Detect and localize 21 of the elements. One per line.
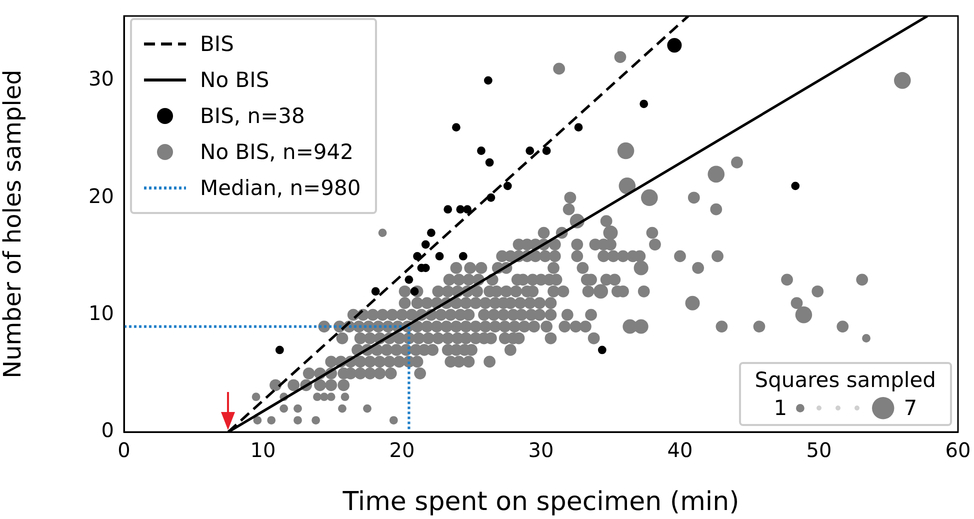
y-tick-label: 20 xyxy=(88,184,114,208)
y-tick-label: 10 xyxy=(88,301,114,326)
x-tick-label: 20 xyxy=(389,438,415,462)
x-axis-title: Time spent on specimen (min) xyxy=(342,487,740,518)
legend-label: Median, n=980 xyxy=(200,176,361,200)
legend-label: No BIS, n=942 xyxy=(200,140,354,164)
legend-title: Squares sampled xyxy=(754,368,936,392)
y-tick-label: 30 xyxy=(88,66,114,91)
legend-label: BIS, n=38 xyxy=(200,104,305,128)
x-tick-label: 30 xyxy=(528,438,554,462)
x-tick-label: 0 xyxy=(118,438,130,462)
y-tick-label: 0 xyxy=(101,418,114,442)
legend-label: BIS xyxy=(200,32,234,56)
x-tick-label: 60 xyxy=(945,438,971,462)
y-axis-title: Number of holes sampled xyxy=(0,70,27,378)
legend-label: No BIS xyxy=(200,68,270,92)
x-tick-label: 40 xyxy=(667,438,693,462)
x-tick-label: 50 xyxy=(806,438,832,462)
legend-label: 7 xyxy=(904,396,918,420)
legend-label: 1 xyxy=(774,396,788,420)
x-tick-label: 10 xyxy=(250,438,276,462)
